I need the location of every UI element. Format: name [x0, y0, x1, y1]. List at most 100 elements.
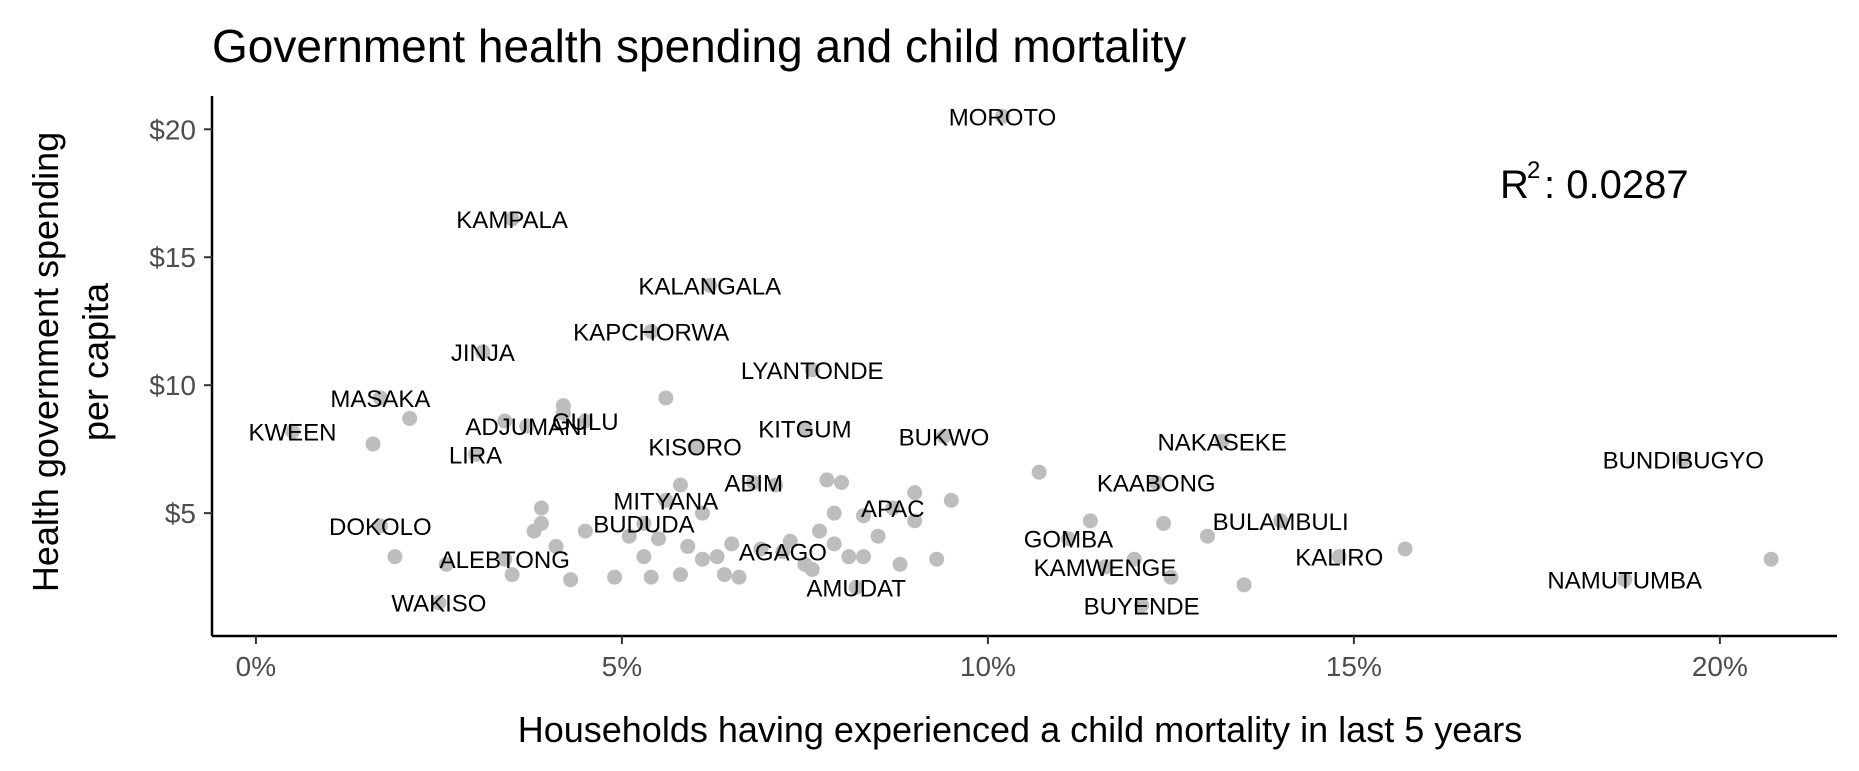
point-label: ADJUMANI	[465, 414, 588, 441]
data-point	[746, 474, 762, 490]
data-point	[548, 538, 564, 554]
data-point	[929, 551, 945, 567]
data-point	[804, 362, 820, 378]
labels-layer: MOROTO KAMPALA KALANGALA KAPCHORWA JINJA LYAN…	[249, 104, 1764, 620]
y-tick-label: $10	[149, 370, 196, 401]
data-point	[1273, 513, 1289, 529]
r-squared-annotation: R 2 : 0.0287	[1500, 157, 1689, 207]
data-point	[438, 556, 454, 572]
x-tick-label: 20%	[1692, 651, 1748, 682]
data-point	[643, 569, 659, 585]
points-layer	[285, 108, 1779, 613]
data-point	[504, 211, 520, 227]
point-label: LYANTONDE	[741, 358, 884, 385]
data-point	[636, 549, 652, 565]
data-point	[1331, 549, 1347, 565]
data-point	[826, 536, 842, 552]
data-point	[1126, 551, 1142, 567]
point-label: JINJA	[451, 340, 515, 367]
data-point	[1148, 474, 1164, 490]
point-label: DOKOLO	[329, 514, 432, 541]
data-point	[651, 531, 667, 547]
point-label: BUKWO	[899, 424, 990, 451]
point-label: KALIRO	[1295, 545, 1383, 572]
data-point	[372, 518, 388, 534]
data-point	[1617, 572, 1633, 588]
chart-title: Government health spending and child mor…	[212, 20, 1186, 72]
data-point	[1031, 464, 1047, 480]
data-point	[702, 277, 718, 293]
data-point	[577, 413, 593, 429]
point-label: BUNDIBUGYO	[1603, 447, 1764, 474]
point-label: MITYANA	[613, 488, 718, 515]
data-point	[555, 405, 571, 421]
data-point	[995, 108, 1011, 124]
data-point	[782, 533, 798, 549]
data-point	[365, 436, 381, 452]
data-point	[1163, 569, 1179, 585]
data-point	[672, 567, 688, 583]
point-label: BUYENDE	[1084, 593, 1200, 620]
data-point	[841, 549, 857, 565]
data-point	[504, 567, 520, 583]
data-point	[621, 528, 637, 544]
point-label: WAKISO	[391, 591, 486, 618]
point-label: GULU	[552, 409, 619, 436]
data-point	[731, 569, 747, 585]
point-label: BULAMBULI	[1213, 509, 1349, 536]
point-label: KAABONG	[1097, 470, 1216, 497]
point-label: MOROTO	[949, 104, 1057, 131]
y-axis-title: Health government spending per capita	[25, 132, 116, 592]
data-point	[1134, 597, 1150, 613]
point-label: AMUDAT	[806, 575, 906, 602]
data-point	[694, 505, 710, 521]
x-tick-label: 0%	[236, 651, 276, 682]
point-label: LIRA	[449, 442, 502, 469]
data-point	[497, 551, 513, 567]
data-point	[431, 595, 447, 611]
data-point	[1236, 577, 1252, 593]
data-point	[848, 579, 864, 595]
x-tick-label: 10%	[960, 651, 1016, 682]
point-label: KAMWENGE	[1034, 555, 1177, 582]
data-point	[870, 528, 886, 544]
point-label: MASAKA	[330, 386, 430, 413]
data-point	[716, 567, 732, 583]
data-point	[709, 549, 725, 565]
data-point	[936, 428, 952, 444]
data-point	[533, 515, 549, 531]
data-point	[1097, 559, 1113, 575]
data-point	[387, 549, 403, 565]
data-point	[797, 421, 813, 437]
point-label: KAPCHORWA	[573, 319, 729, 346]
point-label: KITGUM	[758, 417, 851, 444]
point-label: AGAGO	[739, 540, 827, 567]
data-point	[768, 477, 784, 493]
data-point	[907, 485, 923, 501]
data-point	[658, 390, 674, 406]
data-point	[658, 492, 674, 508]
point-label: KALANGALA	[638, 273, 781, 300]
data-point	[475, 344, 491, 360]
data-point	[855, 549, 871, 565]
point-label: KWEEN	[249, 419, 337, 446]
point-label: NAKASEKE	[1157, 429, 1286, 456]
ticks-layer: 0% 5% 10% 15% 20% $5 $10 $15 $20	[149, 114, 1748, 682]
data-point	[680, 538, 696, 554]
point-label: KAMPALA	[456, 207, 568, 234]
data-point	[1082, 513, 1098, 529]
data-point	[519, 418, 535, 434]
data-point	[607, 569, 623, 585]
data-point	[804, 561, 820, 577]
data-point	[533, 500, 549, 516]
data-point	[468, 446, 484, 462]
point-label: NAMUTUMBA	[1547, 568, 1702, 595]
data-point	[1675, 451, 1691, 467]
data-point	[834, 474, 850, 490]
y-tick-label: $15	[149, 242, 196, 273]
data-point	[577, 523, 593, 539]
data-point	[672, 477, 688, 493]
data-point	[687, 439, 703, 455]
point-label: APAC	[861, 496, 925, 523]
